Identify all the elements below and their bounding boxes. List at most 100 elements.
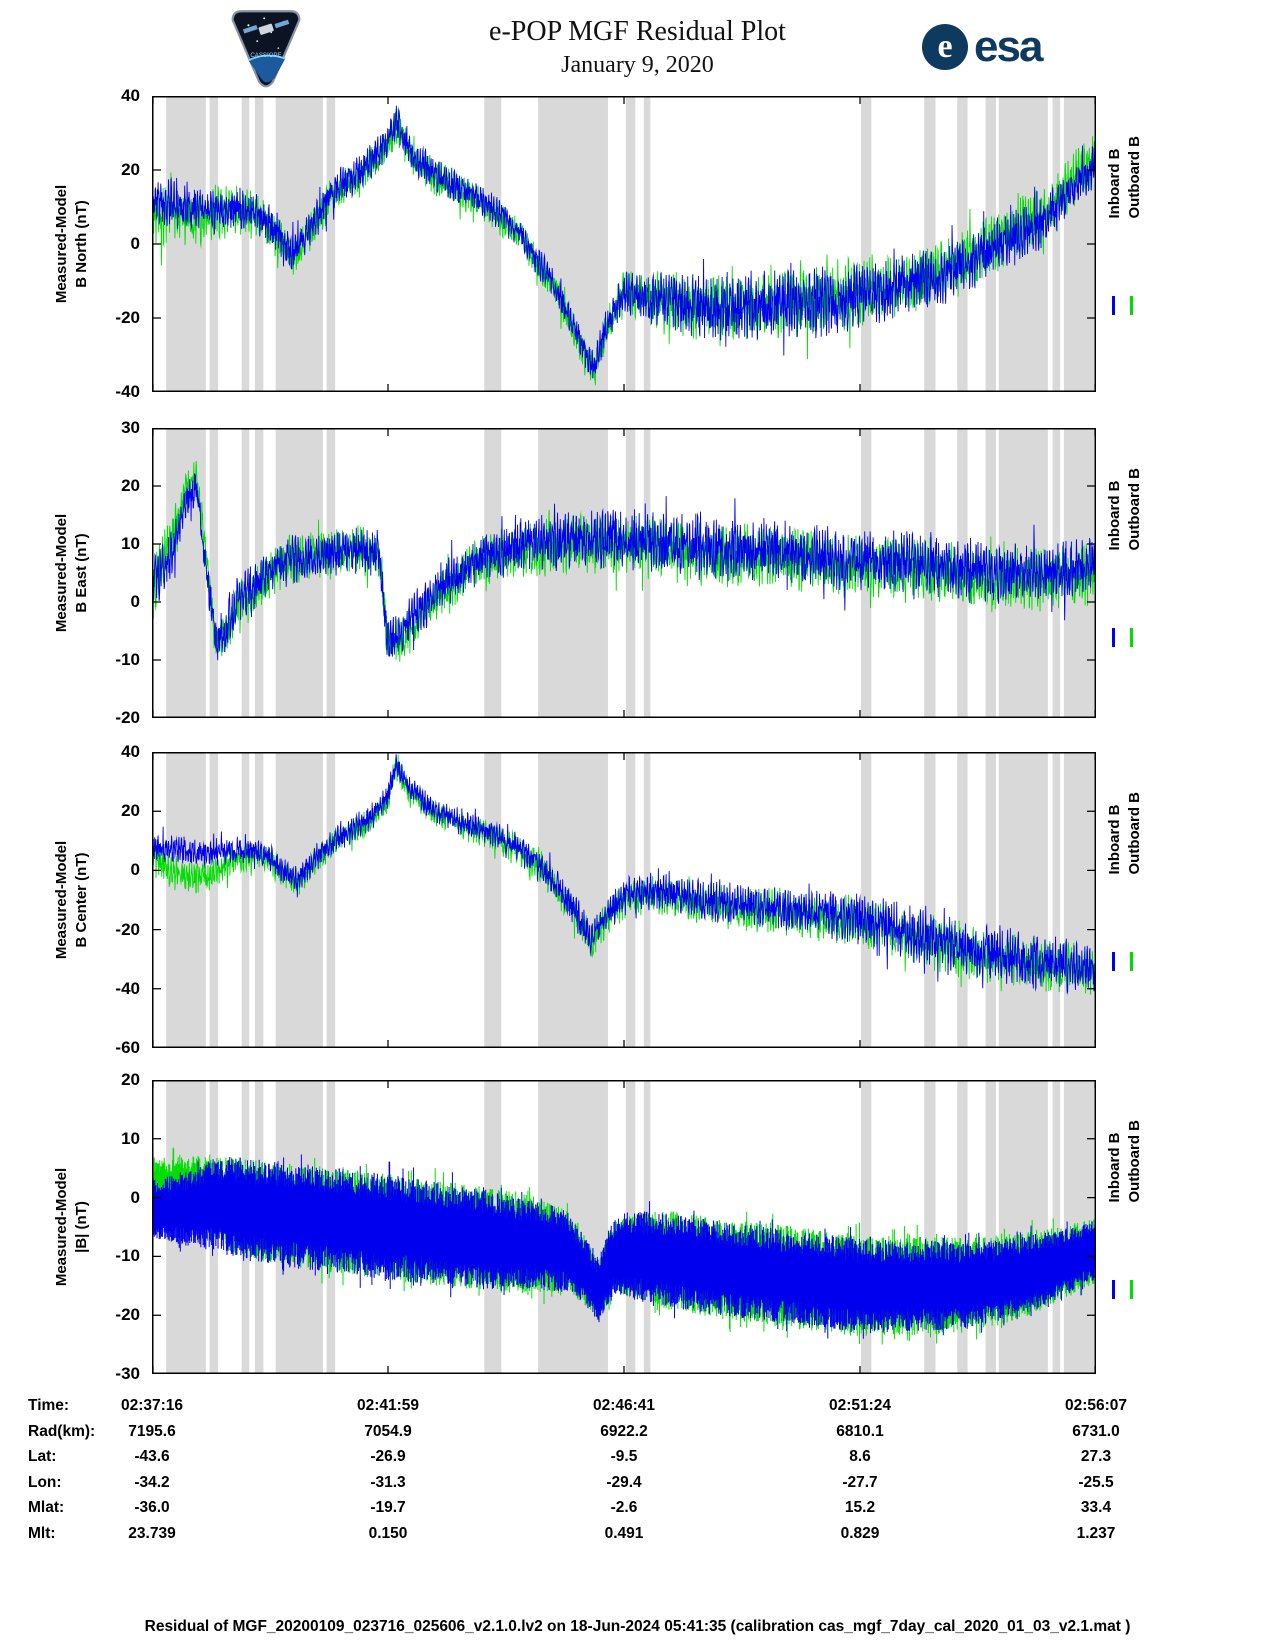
table-cell: 0.829 <box>840 1524 880 1542</box>
y-tick-label: -30 <box>115 1364 140 1383</box>
table-cell: -26.9 <box>370 1448 406 1466</box>
legend-inboard-marker <box>1112 628 1115 647</box>
table-cell: -27.7 <box>842 1473 878 1491</box>
plot-area <box>152 96 1096 392</box>
legend: Inboard B Outboard B <box>1106 1120 1143 1203</box>
legend-outboard-marker <box>1130 1280 1133 1299</box>
y-tick-label: 20 <box>121 476 140 495</box>
panel-bnorth: Measured-Model B North (nT) 40 20 0 -20 -40 I… <box>0 86 1275 401</box>
table-cell: 02:41:59 <box>356 1397 420 1414</box>
table-cell: -36.0 <box>134 1499 170 1517</box>
panel-bmag: Measured-Model |B| (nT) 20 10 0 -10 -20 -30 In… <box>0 1070 1275 1383</box>
legend-inboard-marker <box>1112 296 1115 315</box>
table-row-label: Lat: <box>28 1448 57 1466</box>
legend-outboard-marker <box>1130 952 1133 971</box>
legend: Inboard B Outboard B <box>1106 468 1143 551</box>
legend-markers <box>1112 952 1133 971</box>
table-cell: -31.3 <box>370 1473 406 1491</box>
legend-outboard-marker <box>1130 628 1133 647</box>
plot-canvas <box>152 428 1096 718</box>
legend-markers <box>1112 628 1133 647</box>
panel-beast: Measured-Model B East (nT) 30 20 10 0 -10 -20 … <box>0 418 1275 727</box>
table-row: Mlt: 23.739 0.150 0.491 0.829 1.237 <box>0 1522 1275 1548</box>
table-cell: 27.3 <box>1080 1448 1112 1466</box>
y-tick-label: 40 <box>121 742 140 761</box>
y-tick-label: -40 <box>115 978 140 998</box>
legend-outboard-marker <box>1130 296 1133 315</box>
legend-inboard-label: Inboard B <box>1106 804 1123 875</box>
esa-emblem-icon: e <box>922 24 968 70</box>
legend-outboard-label: Outboard B <box>1126 136 1143 219</box>
table-cell: 15.2 <box>844 1499 876 1517</box>
table-row-label: Rad(km): <box>28 1422 96 1440</box>
mission-patch-label: CASSIOPE <box>250 52 281 59</box>
plot-area <box>152 1080 1096 1374</box>
y-tick-label: 20 <box>121 801 140 821</box>
table-cell: 7054.9 <box>364 1422 412 1440</box>
legend-inboard-marker <box>1112 952 1115 971</box>
table-cell: -34.2 <box>134 1473 170 1491</box>
table-cell: -25.5 <box>1078 1473 1114 1491</box>
y-tick-label: 0 <box>130 234 140 253</box>
table-row: Time: 02:37:16 02:41:59 02:46:41 02:51:24 02:… <box>0 1394 1275 1420</box>
y-tick-label: 20 <box>121 160 140 179</box>
table-cell: 6731.0 <box>1072 1422 1120 1440</box>
plot-canvas <box>152 96 1096 392</box>
table-cell: 02:56:07 <box>1064 1397 1128 1414</box>
esa-logo-icon: e esa <box>922 22 1043 71</box>
y-tick-label: 20 <box>121 1070 140 1089</box>
legend-inboard-label: Inboard B <box>1106 148 1123 219</box>
y-tick-label: -60 <box>115 1038 140 1057</box>
esa-logo-text: esa <box>974 22 1043 71</box>
table-cell: 8.6 <box>849 1448 871 1466</box>
y-tick-label: 30 <box>121 418 140 437</box>
table-row: Rad(km): 7195.6 7054.9 6922.2 6810.1 6731.0 <box>0 1420 1275 1446</box>
y-tick-labels: 40 20 0 -20 -40 <box>0 86 144 401</box>
y-tick-label: -20 <box>115 919 140 939</box>
table-cell: 23.739 <box>128 1524 176 1542</box>
table-cell: 0.491 <box>604 1524 644 1542</box>
table-row-label: Time: <box>28 1397 70 1414</box>
table-row-label: Lon: <box>28 1473 62 1491</box>
table-cell: -9.5 <box>610 1448 638 1466</box>
panel-bcenter: Measured-Model B Center (nT) 40 20 0 -20 -40-… <box>0 742 1275 1057</box>
y-tick-label: 0 <box>130 592 140 611</box>
y-tick-label: 10 <box>121 1128 140 1148</box>
y-tick-labels: 20 10 0 -10 -20 -30 <box>0 1070 144 1383</box>
legend-markers <box>1112 1280 1133 1299</box>
legend-outboard-label: Outboard B <box>1126 468 1143 551</box>
y-tick-labels: 40 20 0 -20 -40 -60 <box>0 742 144 1057</box>
page-title: e-POP MGF Residual Plot <box>489 16 786 47</box>
legend-markers <box>1112 296 1133 315</box>
y-tick-label: -40 <box>115 382 140 401</box>
table-cell: 6810.1 <box>836 1422 884 1440</box>
y-tick-label: 40 <box>121 86 140 105</box>
y-tick-label: 10 <box>121 534 140 553</box>
legend-outboard-label: Outboard B <box>1126 792 1143 875</box>
plot-area <box>152 428 1096 718</box>
page-subtitle: January 9, 2020 <box>561 52 714 78</box>
table-row: Lon: -34.2 -31.3 -29.4 -27.7 -25.5 <box>0 1471 1275 1497</box>
legend-inboard-label: Inboard B <box>1106 1132 1123 1203</box>
legend-inboard-label: Inboard B <box>1106 480 1123 551</box>
legend-outboard-label: Outboard B <box>1126 1120 1143 1203</box>
table-row-label: Mlt: <box>28 1524 56 1542</box>
plot-canvas <box>152 1080 1096 1374</box>
plot-canvas <box>152 752 1096 1048</box>
y-tick-label: -10 <box>115 650 140 669</box>
y-tick-labels: 30 20 10 0 -10 -20 <box>0 418 144 727</box>
table-cell: 33.4 <box>1080 1499 1112 1517</box>
table-cell: -43.6 <box>134 1448 170 1466</box>
table-cell: -19.7 <box>370 1499 406 1517</box>
legend: Inboard B Outboard B <box>1106 136 1143 219</box>
y-tick-label: 0 <box>130 1187 140 1207</box>
table-cell: 6922.2 <box>600 1422 648 1440</box>
table-cell: 02:51:24 <box>828 1397 892 1414</box>
table-cell: 02:46:41 <box>592 1397 656 1414</box>
ephemeris-table: Time: 02:37:16 02:41:59 02:46:41 02:51:24 02:… <box>0 1394 1275 1548</box>
table-row: Lat: -43.6 -26.9 -9.5 8.6 27.3 <box>0 1445 1275 1471</box>
y-tick-label: -20 <box>115 308 140 327</box>
y-tick-label: -10 <box>115 1246 140 1266</box>
table-row: Mlat: -36.0 -19.7 -2.6 15.2 33.4 <box>0 1496 1275 1522</box>
